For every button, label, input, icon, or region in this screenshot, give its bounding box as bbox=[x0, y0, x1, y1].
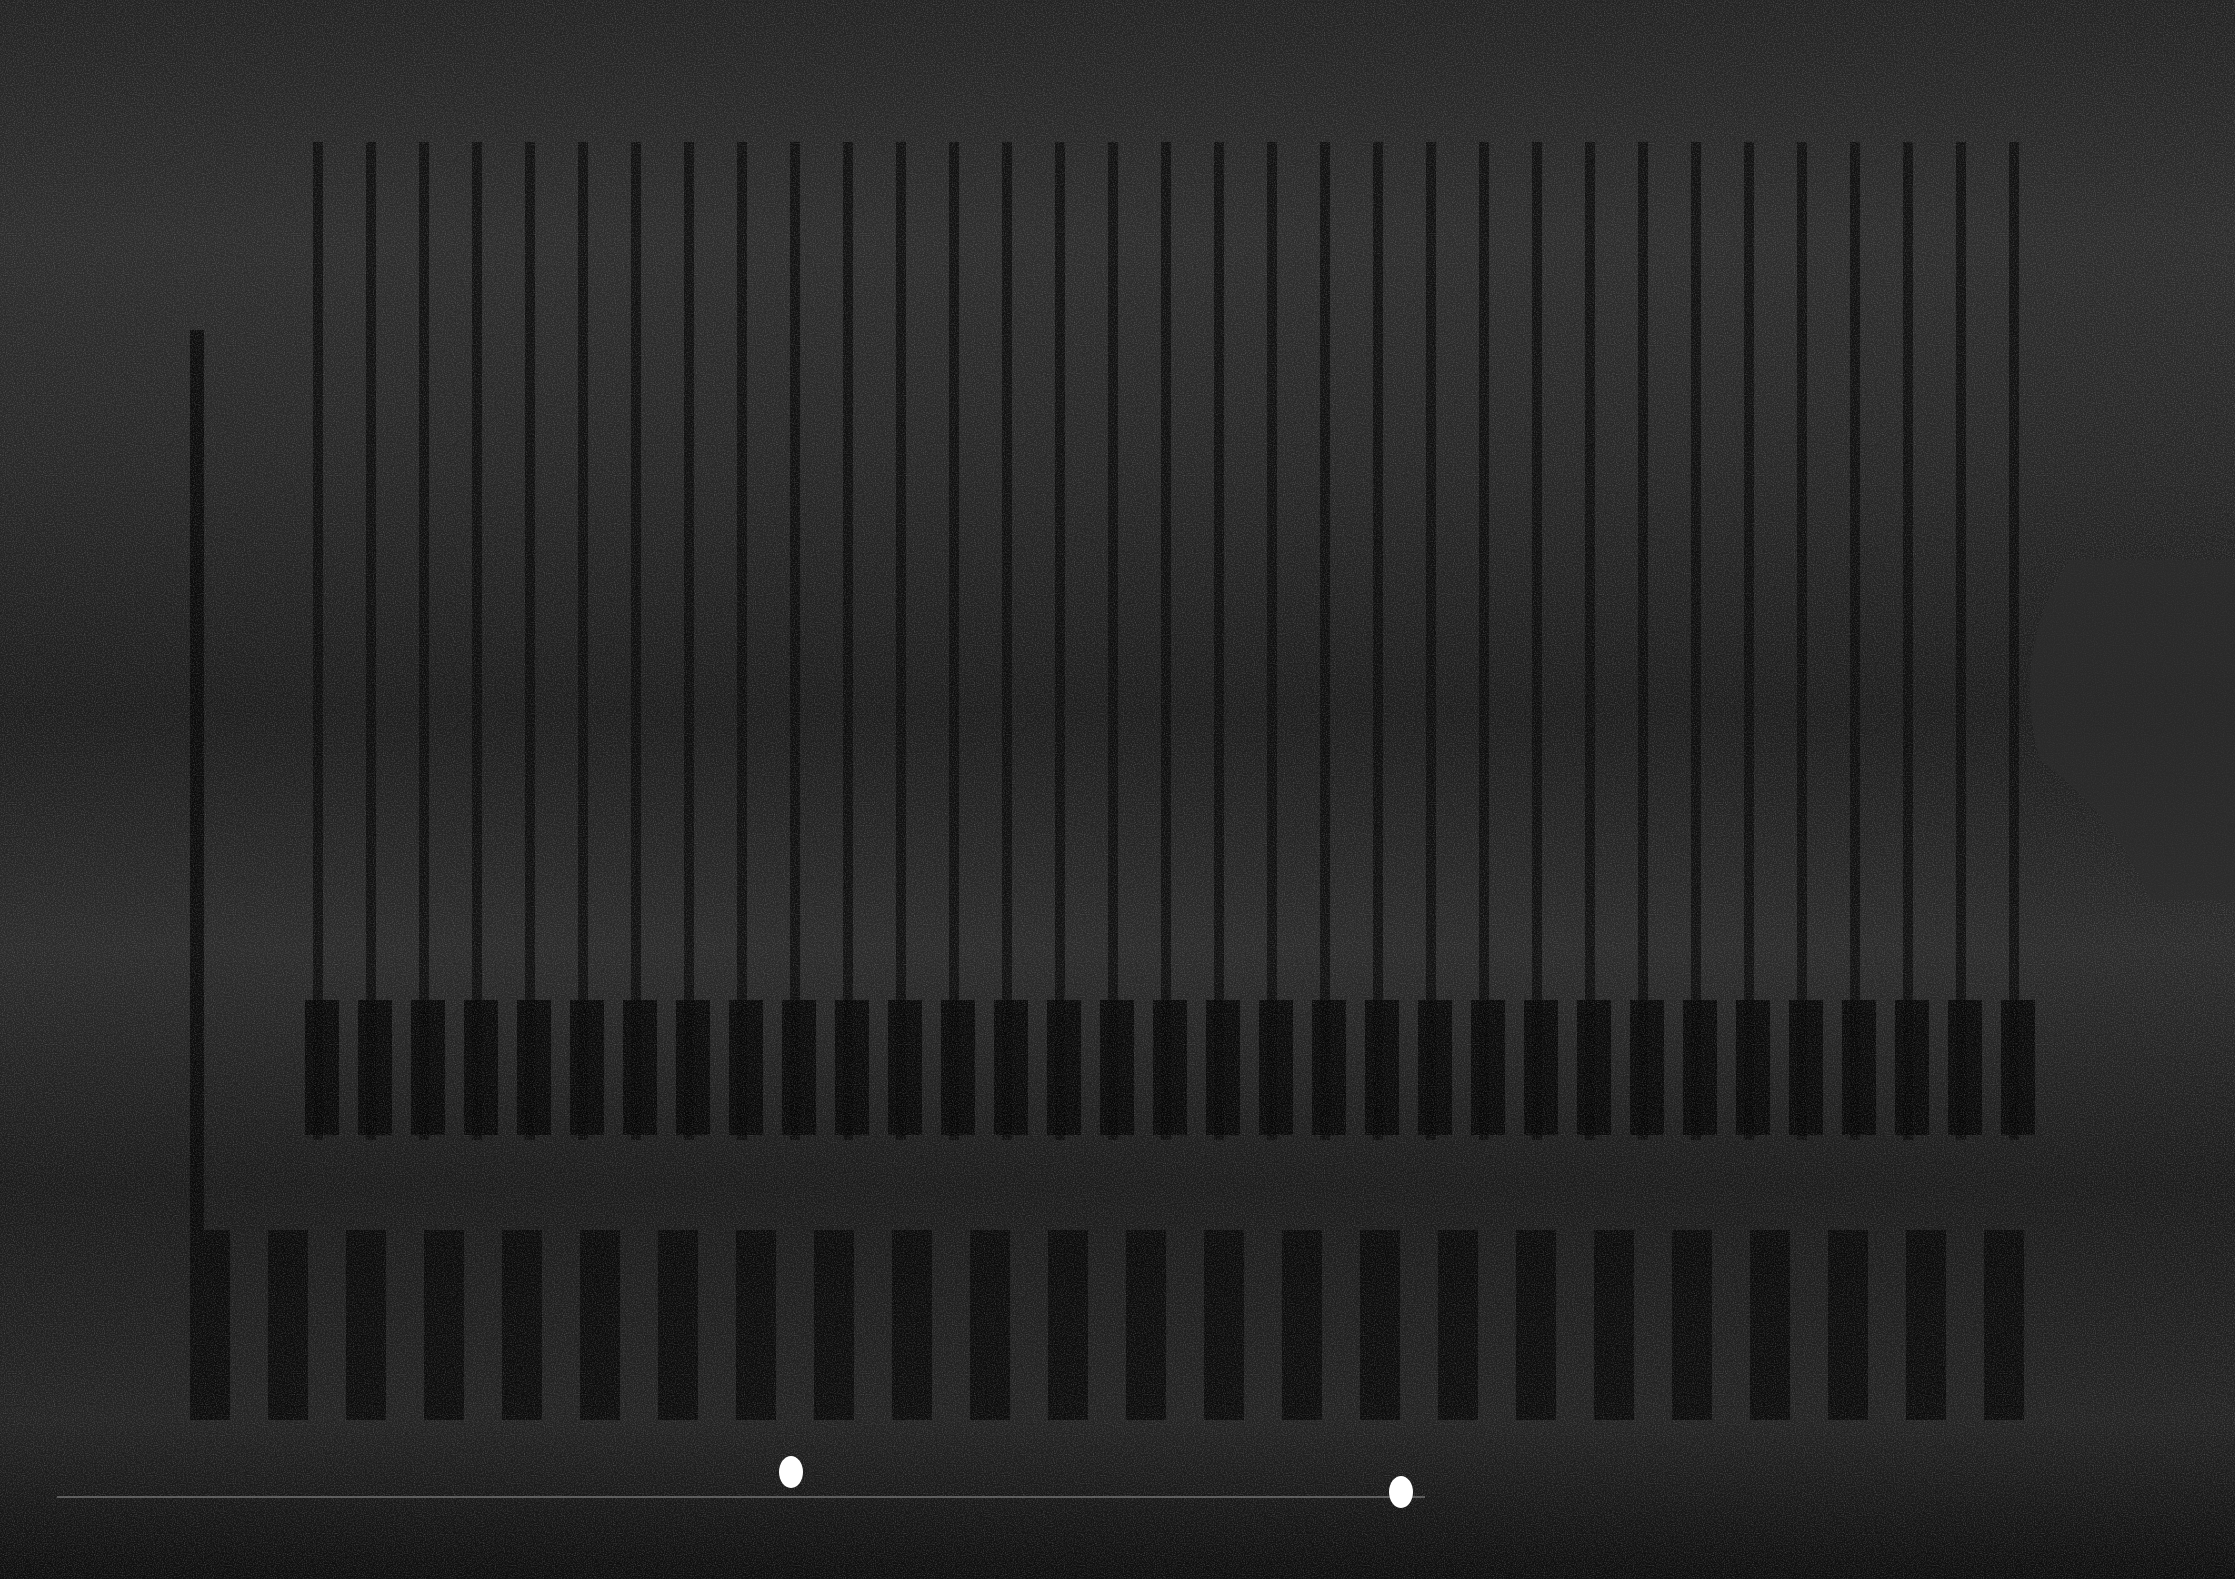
grain-overlay bbox=[0, 0, 2235, 1579]
white-spot bbox=[779, 1456, 803, 1488]
white-spot bbox=[1389, 1476, 1413, 1508]
dark-photo bbox=[0, 0, 2235, 1579]
page: (() => { JSON.parse(document.getElementB… bbox=[0, 0, 2235, 1579]
